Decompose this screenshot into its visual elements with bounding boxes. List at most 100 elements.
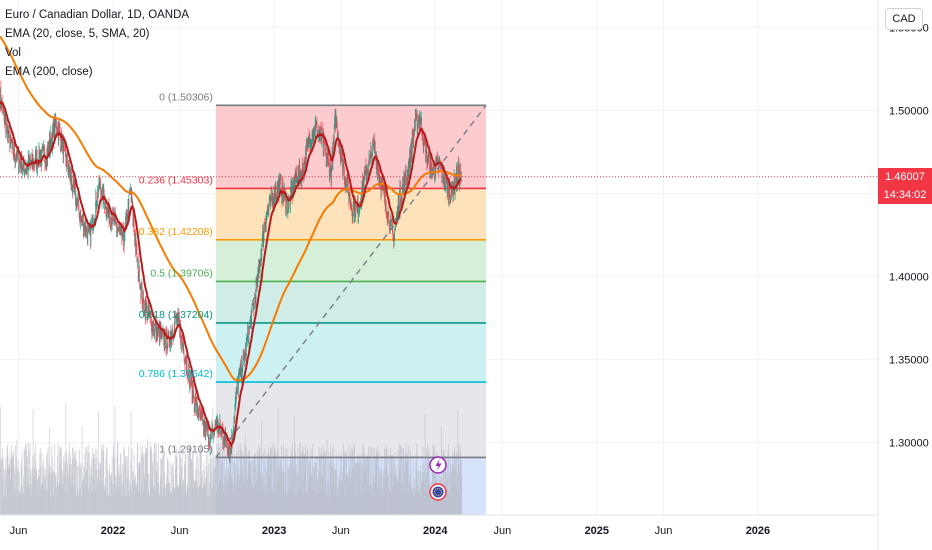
volume-bar <box>3 468 5 515</box>
indicator-ema20-label[interactable]: EMA (20, close, 5, SMA, 20) <box>5 28 150 40</box>
fib-level-label: 0.382 (1.42208) <box>139 226 213 238</box>
volume-bar <box>297 448 299 515</box>
fib-level-label: 1 (1.29105) <box>159 443 213 455</box>
indicator-volume-label[interactable]: Vol <box>5 47 21 59</box>
volume-bar <box>161 457 163 515</box>
volume-bar <box>21 451 23 515</box>
volume-bar <box>207 454 209 515</box>
fib-zone <box>215 105 487 189</box>
volume-bar <box>65 403 67 515</box>
volume-bar <box>246 453 248 515</box>
time-tick-label: 2022 <box>101 525 125 537</box>
volume-bar <box>49 465 51 515</box>
volume-bar <box>220 443 222 515</box>
time-tick-label: 2024 <box>423 525 448 537</box>
volume-bar <box>215 453 217 515</box>
fib-zone <box>215 322 487 383</box>
volume-bar <box>185 454 187 515</box>
volume-bar <box>46 451 48 515</box>
currency-button[interactable]: CAD <box>885 8 923 30</box>
fib-level-label: 0.5 (1.39706) <box>150 267 212 279</box>
volume-bar <box>402 448 404 515</box>
price-tick-label: 1.40000 <box>889 272 929 284</box>
time-tick-label: Jun <box>10 525 28 537</box>
time-tick-label: Jun <box>171 525 189 537</box>
indicator-ema200-label[interactable]: EMA (200, close) <box>5 66 93 78</box>
volume-bar <box>222 462 224 515</box>
moving-averages <box>0 35 462 448</box>
fibonacci-labels: 0 (1.50306) 0.236 (1.45303) 0.382 (1.42208… <box>139 91 213 455</box>
volume-bar <box>371 446 373 515</box>
trend-line[interactable] <box>215 105 487 458</box>
volume-bar <box>137 443 139 515</box>
volume-bar <box>52 469 54 515</box>
volume-bar <box>125 457 127 515</box>
volume-bar <box>176 457 178 515</box>
volume-bar <box>455 452 457 515</box>
volume-bar <box>192 450 194 515</box>
volume-bar <box>254 453 256 515</box>
volume-bar <box>26 450 27 515</box>
volume-bar <box>124 448 125 515</box>
volume-bar <box>457 410 459 515</box>
volume-bar <box>77 464 79 515</box>
trend-line-group[interactable] <box>215 105 487 458</box>
volume-bar <box>423 462 425 515</box>
volume-bar <box>286 449 288 515</box>
volume-bar <box>443 450 445 515</box>
volume-bar <box>326 439 328 515</box>
volume-bar <box>57 442 59 515</box>
volume-bar <box>180 466 182 515</box>
volume-bar <box>18 460 19 515</box>
volume-bar <box>45 455 47 515</box>
volume-bar <box>120 474 122 515</box>
volume-bar <box>263 449 265 515</box>
volume-bar <box>48 427 50 515</box>
volume-bar <box>114 406 116 515</box>
volume-bar <box>412 456 414 515</box>
volume-bar <box>354 463 356 515</box>
time-tick-label: Jun <box>655 525 673 537</box>
volume-bar <box>224 476 226 515</box>
volume-bar <box>75 460 77 515</box>
eu-stars-icon <box>434 488 442 496</box>
fib-zone <box>215 382 487 458</box>
volume-bar <box>0 407 1 515</box>
volume-bar <box>117 442 119 515</box>
symbol-title[interactable]: Euro / Canadian Dollar, 1D, OANDA <box>5 9 190 21</box>
time-axis[interactable]: Jun 2022 Jun 2023 Jun 2024 Jun 2025 Jun 2026 <box>10 525 771 537</box>
event-icons[interactable] <box>429 456 447 501</box>
fib-zone <box>215 188 487 240</box>
volume-bar <box>442 450 444 515</box>
volume-bar <box>408 445 410 515</box>
volume-bar <box>28 449 30 515</box>
fib-level-label: 0.786 (1.33642) <box>139 368 213 380</box>
last-price-label: 1.46007 <box>878 167 932 186</box>
volume-bar <box>128 446 129 515</box>
volume-bar <box>281 468 283 515</box>
volume-bar <box>15 445 16 515</box>
volume-bar <box>74 451 76 515</box>
volume-bar <box>32 409 34 515</box>
time-tick-label: 2025 <box>585 525 609 537</box>
volume-bar <box>333 470 335 515</box>
volume-bar <box>13 449 15 515</box>
volume-bar <box>88 443 90 515</box>
volume-bar <box>97 412 99 515</box>
volume-bar <box>261 419 263 515</box>
time-tick-label: 2026 <box>746 525 770 537</box>
volume-bar <box>241 452 243 515</box>
volume-bar <box>369 447 371 515</box>
volume-bar <box>81 426 83 515</box>
volume-bar <box>197 456 199 515</box>
volume-bar <box>17 471 19 515</box>
volume-bar <box>162 453 164 515</box>
volume-bar <box>360 454 362 515</box>
volume-bar <box>217 450 219 515</box>
volume-bar <box>322 454 324 515</box>
chart-legend: Euro / Canadian Dollar, 1D, OANDA EMA (2… <box>5 6 189 82</box>
volume-bar <box>445 456 447 515</box>
volume-bar <box>368 457 370 515</box>
volume-bar <box>282 444 284 515</box>
